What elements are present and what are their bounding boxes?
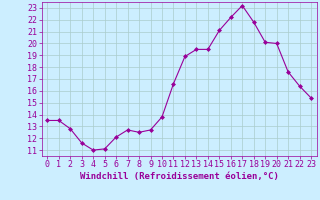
X-axis label: Windchill (Refroidissement éolien,°C): Windchill (Refroidissement éolien,°C) xyxy=(80,172,279,181)
